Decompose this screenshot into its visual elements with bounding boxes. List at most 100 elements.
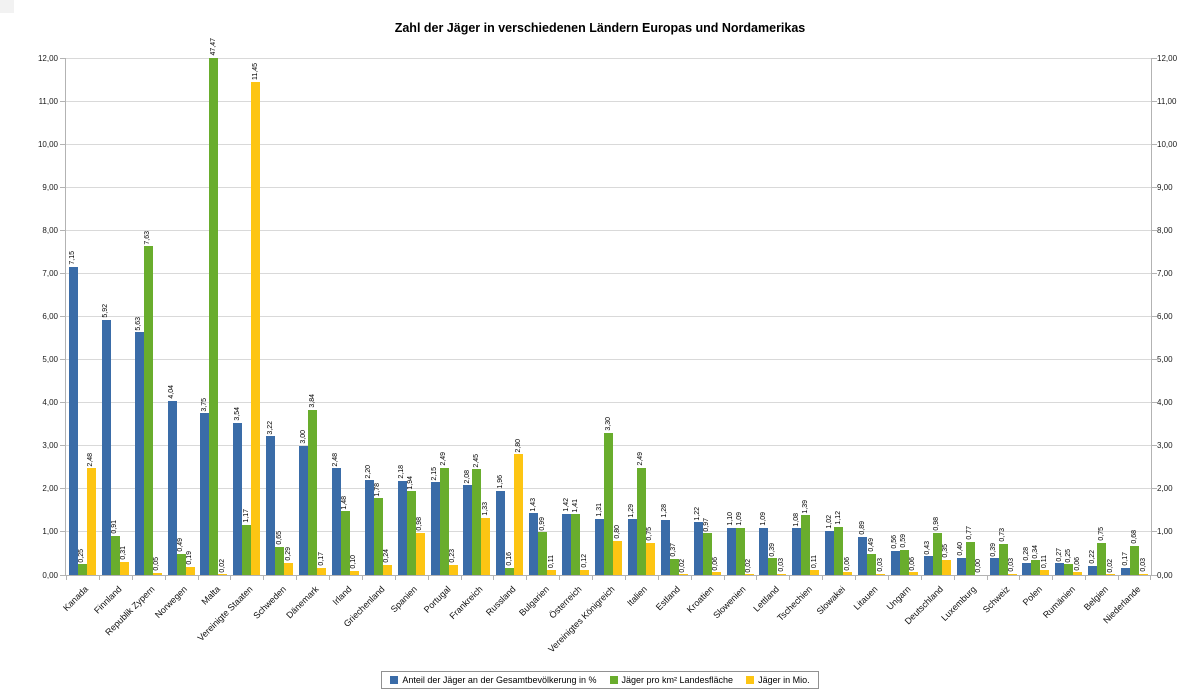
y-axis-tick-label: 10,00: [1157, 139, 1178, 149]
bar: [463, 485, 473, 575]
gridline: [66, 186, 1151, 188]
x-axis-label: Italien: [625, 584, 650, 609]
value-label: 0,06: [909, 556, 917, 571]
y-axis-tick: [1151, 229, 1157, 231]
value-label: 5,63: [135, 316, 143, 331]
bar: [792, 528, 802, 575]
y-axis-tick-label: 12,00: [37, 53, 58, 63]
x-axis-tick: [756, 576, 758, 580]
value-label: 0,12: [580, 554, 588, 568]
value-label: 3,54: [233, 406, 241, 421]
legend-label: Jäger pro km² Landesfläche: [621, 675, 734, 685]
value-label: 0,89: [858, 521, 866, 535]
value-label: 0,03: [876, 558, 884, 572]
value-label: 1,39: [801, 499, 809, 514]
value-label: 0,97: [703, 517, 711, 532]
bar: [340, 511, 350, 575]
bar: [1130, 545, 1140, 575]
value-label: 5,92: [102, 304, 110, 318]
value-label: 0,06: [1073, 556, 1081, 571]
bar: [956, 557, 966, 575]
x-axis-label: Irland: [330, 584, 354, 607]
legend-item: Anteil der Jäger an der Gesamtbevölkerun…: [390, 675, 597, 685]
bar: [801, 515, 811, 575]
gridline: [66, 57, 1151, 59]
y-axis-tick: [1151, 359, 1157, 361]
value-label: 0,17: [1121, 552, 1129, 566]
bar: [284, 562, 294, 575]
value-label: 3,75: [200, 397, 208, 412]
value-label: 0,40: [957, 542, 965, 556]
bar: [825, 531, 835, 575]
y-axis-tick-label: 7,00: [42, 268, 58, 278]
y-axis-tick: [60, 402, 66, 404]
value-label: 1,31: [595, 502, 603, 517]
value-label: 1,78: [374, 482, 382, 497]
value-label: 2,20: [365, 464, 373, 479]
x-axis-tick: [789, 576, 791, 580]
bar: [119, 561, 129, 575]
value-label: 0,22: [1088, 549, 1096, 564]
bar: [472, 469, 482, 575]
y-axis-tick: [60, 100, 66, 102]
x-axis-tick: [986, 576, 988, 580]
value-label: 0,80: [613, 524, 621, 539]
y-axis-tick: [1151, 402, 1157, 404]
bar: [68, 266, 78, 575]
bar: [373, 498, 383, 575]
y-axis-tick-label: 5,00: [42, 355, 58, 365]
bar: [152, 572, 162, 575]
x-axis-label: Russland: [484, 584, 518, 618]
bar: [1031, 560, 1041, 575]
value-label: 3,30: [604, 417, 612, 431]
value-label: 0,02: [1106, 558, 1114, 573]
y-axis-tick-label: 9,00: [1157, 182, 1173, 192]
value-label: 0,35: [942, 544, 950, 558]
y-axis-tick: [60, 531, 66, 533]
y-axis-tick-label: 11,00: [38, 96, 58, 106]
bar: [1007, 573, 1017, 575]
bar: [876, 573, 886, 575]
x-axis-label: Luxemburg: [939, 584, 979, 623]
y-axis-tick: [60, 359, 66, 361]
value-label: 0,68: [1130, 530, 1138, 544]
x-axis-tick: [361, 576, 363, 580]
bar: [275, 547, 285, 575]
x-axis-label: Frankreich: [447, 584, 486, 622]
value-label: 0,29: [284, 546, 292, 561]
bar: [1106, 574, 1116, 575]
value-label: 7,15: [69, 251, 77, 265]
x-axis-tick: [1019, 576, 1021, 580]
y-axis-tick-label: 1,00: [1157, 527, 1173, 537]
x-axis-tick: [1150, 576, 1151, 580]
bar: [810, 570, 820, 575]
x-axis-tick: [98, 576, 100, 580]
bar: [406, 491, 416, 575]
x-axis-labels: Kanada Finnland Republik Zypern Norwegen Mal…: [62, 576, 1150, 655]
bar: [613, 540, 622, 575]
y-axis-left: 0,00 1,00 2,00 3,00 4,00 5,00 6,00 7,00 8,00 9,00…: [0, 54, 58, 580]
value-label: 0,37: [670, 543, 678, 558]
value-label: 2,08: [463, 469, 471, 484]
bar: [331, 468, 341, 575]
y-axis-tick: [1151, 574, 1157, 576]
x-axis-tick: [1085, 576, 1087, 580]
y-axis-tick-label: 3,00: [42, 441, 58, 451]
bar: [645, 542, 655, 575]
y-axis-tick-label: 11,00: [1157, 96, 1177, 106]
value-label: 0,39: [768, 542, 776, 557]
y-axis-tick-label: 3,00: [1157, 441, 1173, 451]
value-label: 3,84: [308, 393, 316, 408]
bar: [266, 436, 276, 575]
value-label: 1,96: [496, 474, 504, 489]
bar: [1022, 562, 1032, 575]
value-label: 1,12: [834, 511, 842, 525]
value-label: 0,06: [712, 556, 720, 571]
x-axis-tick: [1052, 576, 1054, 580]
x-axis-tick: [427, 576, 429, 580]
y-axis-tick: [60, 445, 66, 447]
legend-container: Anteil der Jäger an der Gesamtbevölkerun…: [0, 671, 1200, 689]
x-axis-label: Vereinigtes Königreich: [546, 584, 617, 655]
y-axis-tick-label: 10,00: [37, 139, 58, 149]
